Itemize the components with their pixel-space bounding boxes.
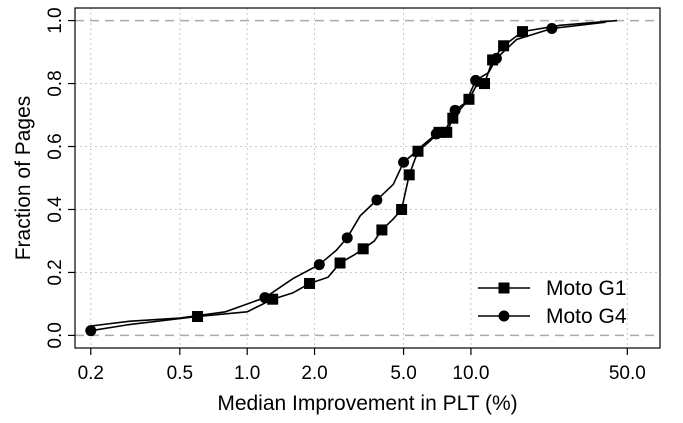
y-tick-label: 0.2: [45, 259, 66, 285]
series-line: [90, 21, 606, 327]
legend-label-moto-g4: Moto G4: [546, 305, 627, 328]
data-point-square: [412, 145, 424, 157]
series-line: [90, 19, 618, 332]
data-point-circle: [430, 128, 442, 140]
legend-marker-square: [498, 282, 510, 294]
x-tick-label: 10.0: [452, 363, 489, 384]
data-point-square: [441, 126, 453, 138]
data-point-square: [463, 93, 475, 105]
y-axis: 0.0 0.2 0.4 0.6 0.8 1.0: [45, 7, 75, 349]
x-tick-label: 2.0: [301, 363, 327, 384]
y-tick-label: 1.0: [45, 7, 66, 33]
data-point-square: [447, 112, 459, 124]
x-tick-label: 50.0: [609, 363, 646, 384]
data-point-circle: [259, 292, 271, 304]
data-point-circle: [341, 232, 353, 244]
data-point-circle: [470, 74, 482, 86]
grid-layer: [75, 8, 660, 348]
legend-marker-circle: [498, 310, 510, 322]
y-tick-label: 0.0: [45, 322, 66, 348]
y-tick-label: 0.6: [45, 133, 66, 159]
y-tick-label: 0.4: [45, 196, 66, 223]
series-moto-g1: [90, 19, 618, 332]
data-point-square: [304, 277, 316, 289]
reference-lines: [75, 19, 660, 337]
data-point-circle: [490, 52, 502, 64]
x-tick-label: 1.0: [234, 363, 260, 384]
x-tick-label: 5.0: [390, 363, 416, 384]
data-point-square: [192, 311, 204, 323]
data-point-square: [478, 78, 490, 90]
data-point-square: [516, 26, 528, 38]
data-point-circle: [398, 156, 410, 168]
data-point-square: [376, 224, 388, 236]
y-axis-title: Fraction of Pages: [12, 96, 35, 261]
data-point-circle: [449, 104, 461, 116]
legend: Moto G1 Moto G4: [478, 277, 627, 328]
data-point-circle: [546, 22, 558, 34]
x-tick-label: 0.5: [167, 363, 193, 384]
data-point-circle: [371, 194, 383, 206]
data-point-square: [403, 169, 415, 181]
y-tick-label: 0.8: [45, 70, 66, 96]
data-point-square: [334, 257, 346, 269]
data-point-square: [396, 203, 408, 215]
series-layer: [85, 19, 618, 337]
data-point-circle: [85, 325, 97, 337]
x-axis-title: Median Improvement in PLT (%): [217, 392, 517, 415]
data-point-square: [498, 40, 510, 52]
x-axis: 0.2 0.5 1.0 2.0 5.0 10.0 50.0: [78, 348, 646, 384]
data-point-circle: [313, 259, 325, 271]
plot-frame: [74, 7, 661, 349]
x-tick-label: 0.2: [78, 363, 104, 384]
legend-label-moto-g1: Moto G1: [546, 277, 627, 300]
series-moto-g4: [85, 21, 606, 337]
data-point-square: [267, 293, 279, 305]
data-point-square: [357, 243, 369, 255]
